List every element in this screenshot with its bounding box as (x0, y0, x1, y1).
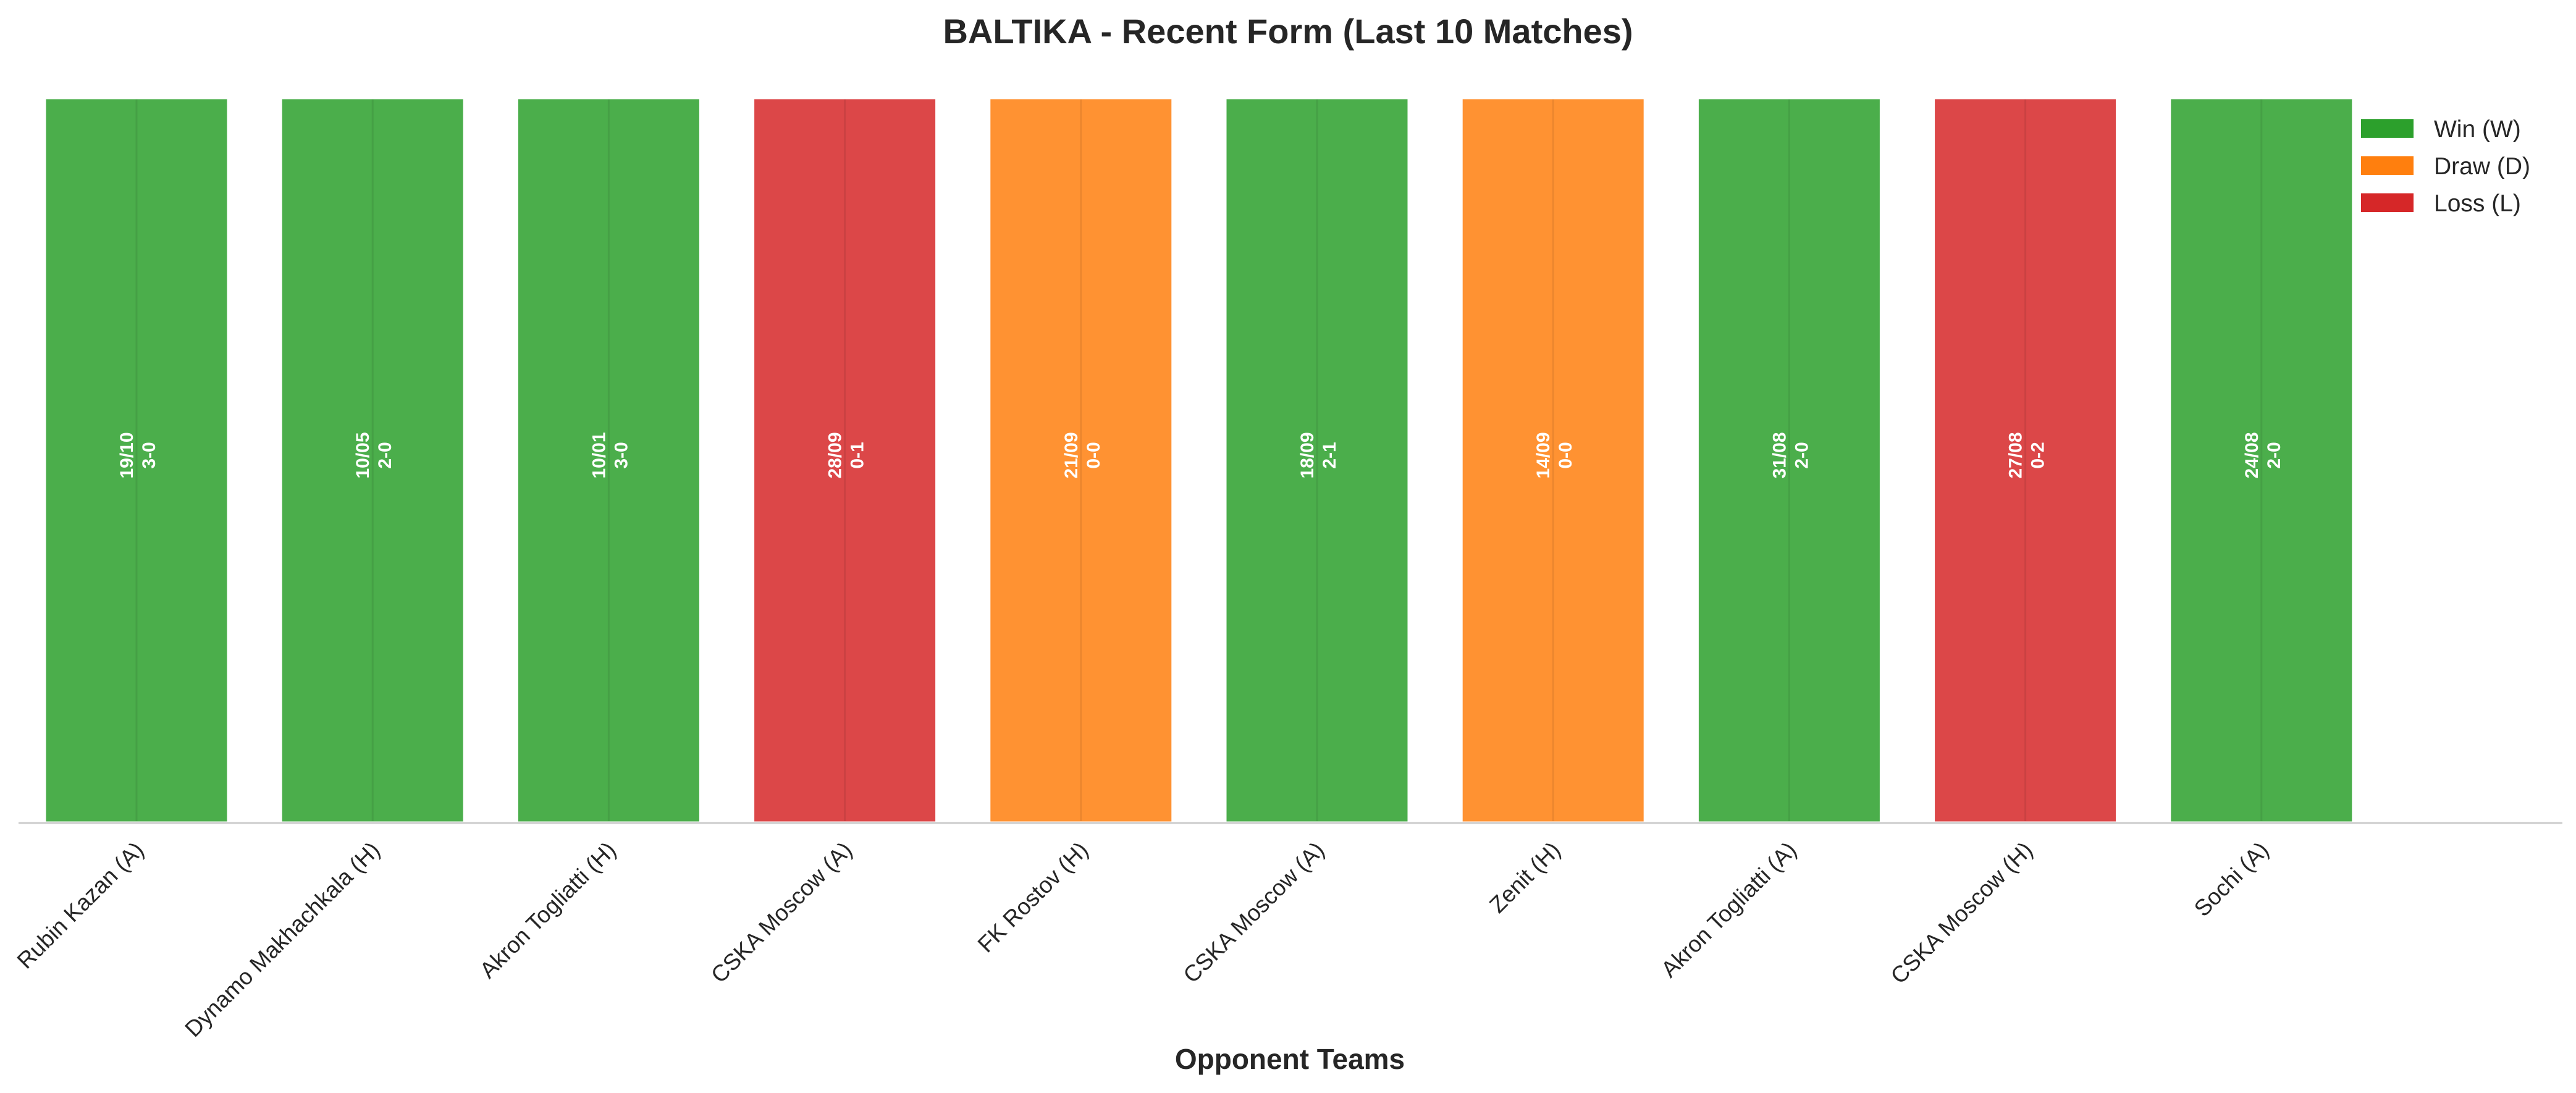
match-date: 31/08 (1769, 432, 1790, 478)
match-date: 14/09 (1533, 432, 1554, 478)
x-tick-label: Rubin Kazan (A) (12, 837, 149, 974)
bars-layer (43, 96, 2355, 825)
bar-3 (515, 96, 702, 825)
x-tick-label: CSKA Moscow (A) (1178, 837, 1329, 988)
x-tick-label: Dynamo Makhachkala (H) (180, 837, 384, 1042)
bar-labels-layer: 19/10 3-0 10/05 2-0 10/01 3-0 28/09 0-1 21/09 0-0… (117, 432, 2284, 478)
bar-data-label: 27/08 0-2 (2006, 432, 2048, 478)
match-date: 27/08 (2006, 432, 2026, 478)
legend-label: Loss (L) (2434, 190, 2521, 217)
bar-10 (2168, 96, 2355, 825)
bar-data-label: 28/09 0-1 (825, 432, 868, 478)
x-tick-label: Sochi (A) (2189, 837, 2274, 922)
match-score: 3-0 (139, 442, 159, 468)
x-tick-label: FK Rostov (H) (973, 837, 1093, 958)
match-score: 0-0 (1084, 442, 1104, 468)
bar-4 (751, 96, 939, 825)
bar-2 (279, 96, 466, 825)
match-score: 2-0 (2264, 442, 2284, 468)
x-tick-label: CSKA Moscow (H) (1886, 837, 2038, 989)
bar-data-label: 21/09 0-0 (1061, 432, 1104, 478)
match-date: 10/01 (589, 432, 609, 478)
x-tick-labels: Rubin Kazan (A) Dynamo Makhachkala (H) Akr… (12, 837, 2274, 1042)
bar-8 (1695, 96, 1883, 825)
bar-data-label: 19/10 3-0 (117, 432, 159, 478)
bar-data-label: 10/01 3-0 (589, 432, 631, 478)
legend-label: Draw (D) (2434, 153, 2530, 180)
legend-swatch (2361, 156, 2414, 175)
bar-6 (1223, 96, 1411, 825)
x-tick-label: Akron Togliatti (A) (1656, 837, 1801, 982)
legend-swatch (2361, 193, 2414, 212)
bar-data-label: 18/09 2-1 (1297, 432, 1340, 478)
bar-data-label: 10/05 2-0 (353, 432, 395, 478)
match-score: 0-0 (1555, 442, 1576, 468)
legend-label: Win (W) (2434, 116, 2521, 143)
bar-data-label: 31/08 2-0 (1769, 432, 1812, 478)
match-score: 3-0 (611, 442, 631, 468)
x-tick-label: Akron Togliatti (H) (475, 837, 621, 983)
legend: Win (W) Draw (D) Loss (L) (2361, 116, 2530, 217)
match-score: 0-2 (2028, 442, 2048, 468)
legend-swatch (2361, 119, 2414, 138)
match-date: 10/05 (353, 432, 373, 478)
bar-1 (43, 96, 230, 825)
match-date: 19/10 (117, 432, 137, 478)
match-score: 2-0 (1791, 442, 1812, 468)
match-score: 2-0 (375, 442, 395, 468)
bar-data-label: 24/08 2-0 (2242, 432, 2284, 478)
bar-5 (987, 96, 1175, 825)
match-score: 2-1 (1320, 442, 1340, 468)
match-date: 21/09 (1061, 432, 1082, 478)
x-axis-label: Opponent Teams (1175, 1043, 1405, 1075)
match-date: 24/08 (2242, 432, 2262, 478)
chart-title: BALTIKA - Recent Form (Last 10 Matches) (943, 12, 1633, 51)
x-tick-label: CSKA Moscow (A) (706, 837, 857, 988)
bar-data-label: 14/09 0-0 (1533, 432, 1576, 478)
match-date: 18/09 (1297, 432, 1318, 478)
match-score: 0-1 (848, 442, 868, 468)
x-tick-label: Zenit (H) (1484, 837, 1565, 918)
bar-7 (1459, 96, 1647, 825)
match-date: 28/09 (825, 432, 846, 478)
